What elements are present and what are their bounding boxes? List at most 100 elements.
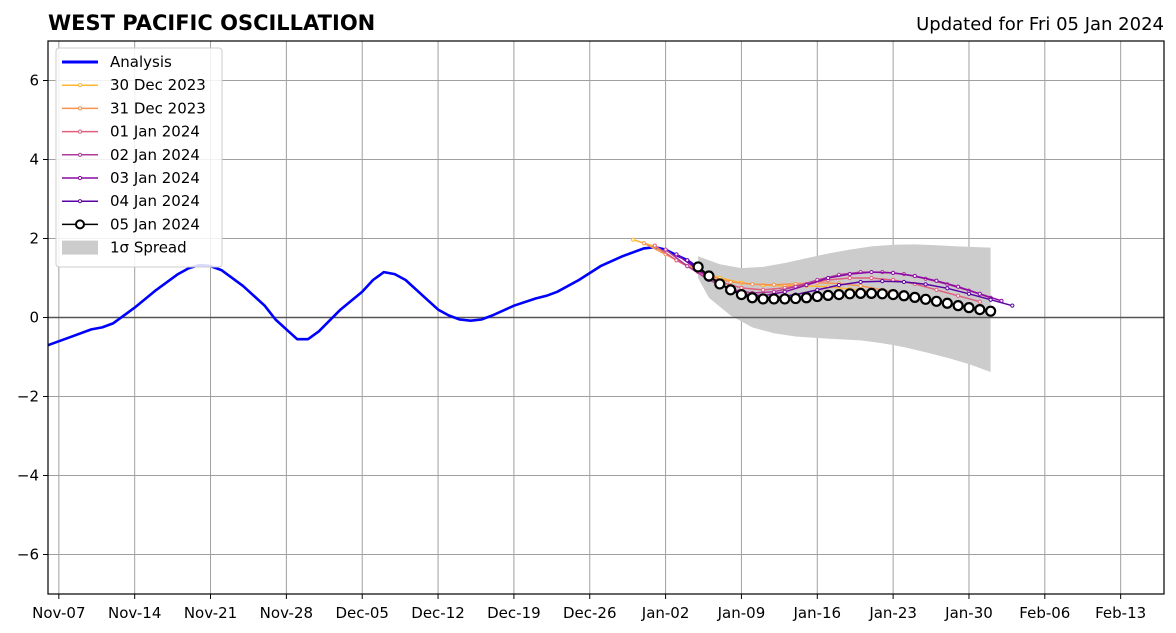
forecast-point — [858, 283, 863, 288]
chart-subtitle: Updated for Fri 05 Jan 2024 — [916, 14, 1164, 35]
forecast-point — [977, 291, 982, 296]
x-tick-label: Jan-30 — [944, 604, 993, 622]
legend-label: 03 Jan 2024 — [110, 169, 200, 187]
y-tick-label: 2 — [29, 230, 39, 248]
legend-marker — [77, 106, 83, 111]
x-tick-label: Nov-14 — [108, 604, 161, 622]
x-tick-label: Jan-16 — [792, 604, 841, 622]
legend-item: Analysis — [62, 53, 172, 71]
y-tick-label: −4 — [17, 467, 39, 485]
legend-label: 30 Dec 2023 — [110, 76, 206, 94]
forecast-point — [782, 289, 787, 294]
y-tick-label: 4 — [29, 151, 39, 169]
x-tick-label: Dec-05 — [335, 604, 389, 622]
forecast-point — [652, 243, 657, 248]
forecast-point — [934, 287, 939, 292]
forecast-point — [630, 237, 636, 242]
legend-item: 04 Jan 2024 — [62, 192, 200, 210]
forecast-point — [920, 293, 932, 305]
x-tick-label: Dec-26 — [563, 604, 617, 622]
legend-item: 05 Jan 2024 — [62, 215, 200, 233]
y-tick-label: −6 — [17, 546, 39, 564]
analysis-line — [47, 245, 710, 347]
forecast-point — [891, 270, 896, 275]
legend-item: 03 Jan 2024 — [62, 169, 200, 187]
forecast-point — [746, 292, 758, 304]
y-tick-label: −2 — [17, 388, 39, 406]
forecast-point — [912, 273, 917, 279]
forecast-point — [898, 290, 910, 302]
forecast-point — [966, 291, 972, 296]
forecast-point — [847, 275, 852, 281]
x-tick-label: Nov-28 — [260, 604, 313, 622]
x-tick-label: Dec-19 — [487, 604, 541, 622]
forecast-point — [909, 291, 921, 303]
forecast-point — [750, 282, 755, 287]
forecast-point — [988, 297, 993, 302]
forecast-point — [930, 295, 943, 307]
forecast-point — [768, 293, 780, 305]
legend-label: 01 Jan 2024 — [110, 123, 200, 141]
legend-label: 04 Jan 2024 — [110, 192, 200, 210]
chart-title: WEST PACIFIC OSCILLATION — [48, 11, 375, 35]
y-tick-label: 6 — [29, 72, 39, 90]
forecast-point — [923, 282, 928, 287]
legend-item: 30 Dec 2023 — [62, 76, 206, 94]
forecast-point — [941, 297, 953, 309]
x-tick-label: Nov-07 — [32, 604, 85, 622]
forecast-point — [804, 283, 809, 288]
y-tick-label: 0 — [29, 309, 39, 327]
forecast-point — [956, 284, 961, 289]
forecast-point — [826, 275, 831, 281]
forecast-point — [725, 284, 737, 296]
legend-label: 02 Jan 2024 — [110, 146, 200, 164]
legend: Analysis 30 Dec 2023 31 Dec 2023 01 Jan 202… — [55, 47, 223, 268]
plot-area: Nov-07 Nov-14 Nov-21 Nov-28 Dec-05 Dec-12 Dec-… — [17, 40, 1165, 622]
forecast-point — [1010, 303, 1015, 308]
forecast-point — [674, 252, 679, 257]
legend-label: 1σ Spread — [110, 239, 187, 257]
forecast-point — [847, 271, 852, 277]
forecast-point — [977, 299, 982, 304]
forecast-point — [757, 293, 769, 305]
legend-marker — [77, 83, 83, 88]
legend-item: 1σ Spread — [62, 239, 187, 257]
forecast-point — [934, 278, 939, 283]
x-tick-label: Dec-12 — [411, 604, 465, 622]
forecast-point — [869, 269, 874, 275]
forecast-point — [800, 292, 813, 304]
legend-box — [55, 47, 223, 268]
forecast-point — [735, 288, 748, 301]
forecast-point — [790, 292, 802, 305]
forecast-point — [685, 264, 690, 269]
forecast-point — [703, 270, 715, 282]
forecast-point — [887, 288, 899, 301]
forecast-point — [876, 288, 888, 300]
forecast-point — [692, 261, 704, 273]
x-tick-label: Jan-23 — [868, 604, 917, 622]
forecast-point — [880, 279, 885, 284]
forecast-point — [714, 278, 726, 290]
forecast-point — [858, 279, 863, 285]
forecast-point — [663, 247, 668, 252]
forecast-point — [985, 305, 997, 317]
forecast-point — [779, 293, 791, 305]
forecast-point — [901, 279, 907, 285]
legend-swatch — [62, 240, 98, 255]
legend-marker — [77, 175, 83, 181]
forecast-point — [641, 241, 647, 246]
legend-label: 05 Jan 2024 — [110, 215, 200, 233]
forecast-point — [728, 279, 733, 285]
x-tick-label: Jan-02 — [641, 604, 690, 622]
forecast-point — [855, 287, 867, 300]
legend-marker — [77, 152, 83, 157]
forecast-point — [822, 289, 834, 301]
legend-label: 31 Dec 2023 — [110, 99, 206, 117]
forecast-point — [963, 302, 975, 314]
legend-label: Analysis — [110, 53, 172, 71]
forecast-point — [761, 287, 766, 292]
x-tick-label: Nov-21 — [184, 604, 237, 622]
forecast-point — [956, 293, 961, 298]
legend-item: 31 Dec 2023 — [62, 99, 206, 117]
